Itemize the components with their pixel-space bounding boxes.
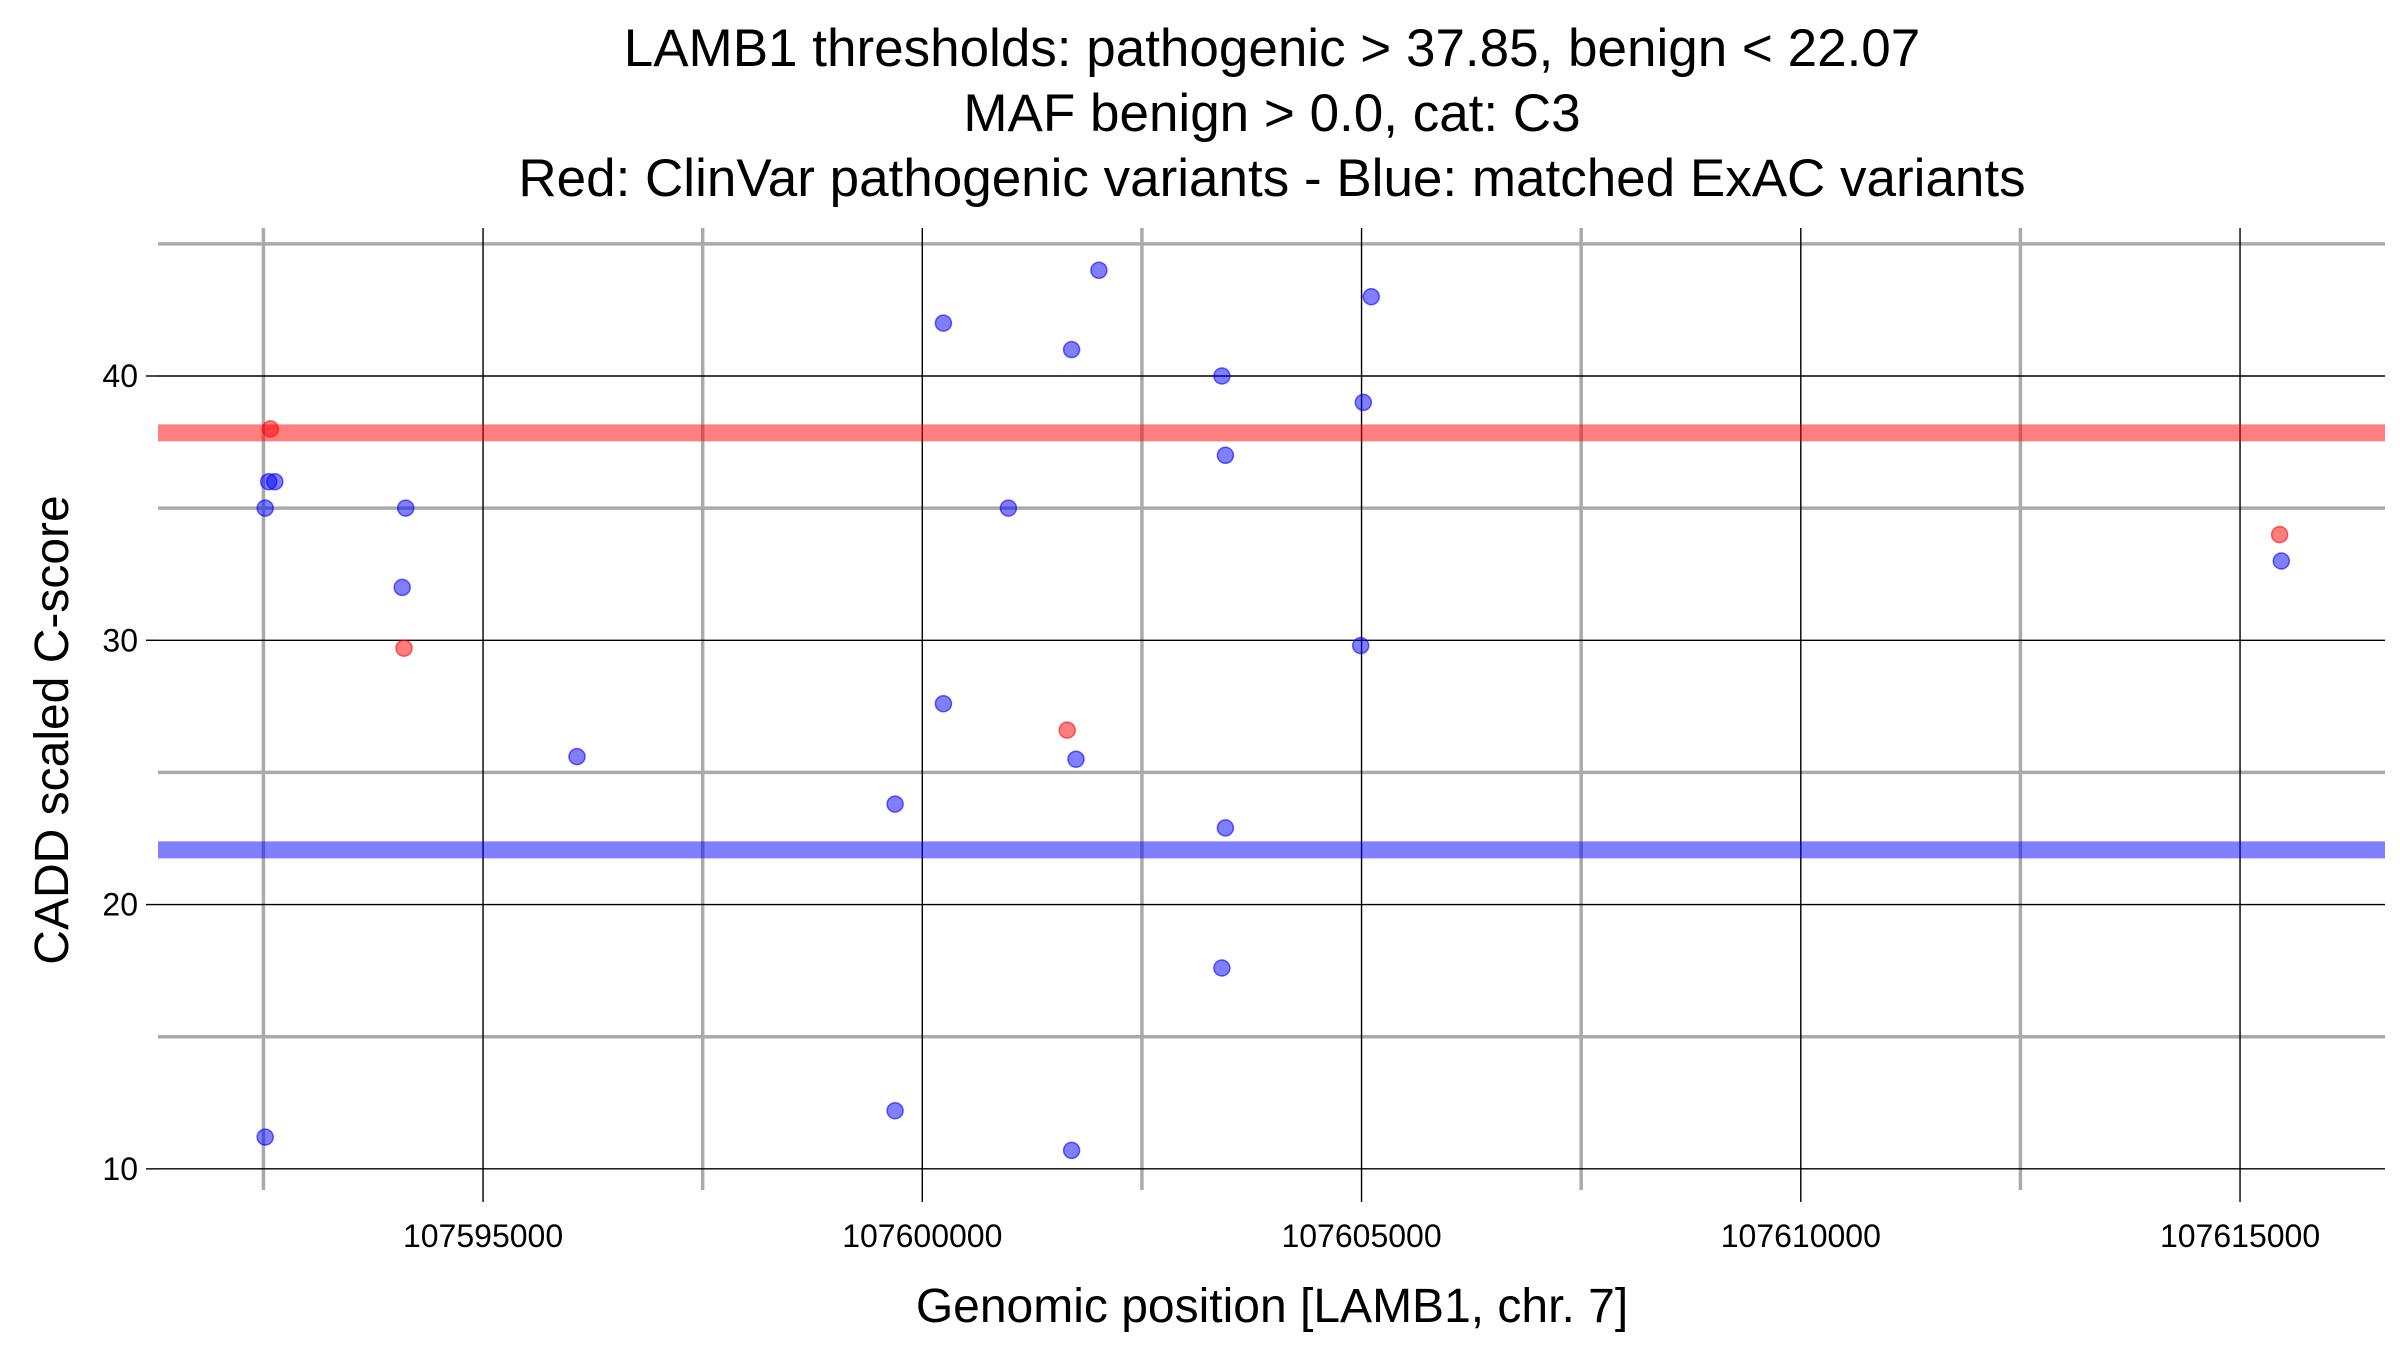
benign-variant-point	[886, 1101, 904, 1120]
benign-variant-point	[1062, 340, 1081, 359]
x-tick-label: 107600000	[842, 1218, 1002, 1254]
benign-variant-point	[1067, 750, 1085, 768]
benign-variant-point	[393, 578, 411, 597]
benign-variant-point	[1213, 959, 1231, 977]
x-tick-label: 107615000	[2160, 1218, 2320, 1254]
grid-layer	[158, 228, 2385, 1190]
benign-variant-point	[568, 747, 586, 766]
axis-layer: 107595000 107600000 107605000 107610000 1076…	[102, 358, 2320, 1254]
benign-variant-point	[1216, 819, 1235, 837]
chart-title-line-1: LAMB1 thresholds: pathogenic > 37.85, be…	[624, 19, 1921, 78]
chart-title-line-3: Red: ClinVar pathogenic variants - Blue:…	[518, 149, 2025, 208]
benign-variant-point	[1362, 287, 1380, 306]
benign-variant-point	[396, 499, 415, 517]
threshold-layer	[158, 424, 2385, 859]
benign-variant-point	[2272, 552, 2291, 570]
benign-variant-point	[256, 1128, 274, 1146]
benign-variant-point	[266, 472, 284, 491]
pathogenic-variant-point	[1058, 721, 1076, 739]
x-axis-label: Genomic position [LAMB1, chr. 7]	[916, 1280, 1628, 1333]
y-tick-label: 10	[102, 1151, 138, 1187]
benign-variant-point	[1216, 446, 1235, 465]
pathogenic-variant-point	[2270, 525, 2289, 544]
pathogenic-variant-point	[395, 639, 413, 657]
pathogenic-variant-point	[261, 420, 280, 438]
x-tick-label: 107595000	[403, 1218, 563, 1254]
y-tick-label: 40	[102, 358, 138, 394]
benign-variant-point	[1090, 261, 1108, 280]
benign-variant-point	[1062, 1141, 1081, 1160]
benign-variant-point	[1213, 367, 1231, 385]
benign-variant-point	[999, 499, 1018, 517]
benign-variant-point	[1354, 393, 1373, 412]
benign-variant-point	[934, 314, 953, 332]
x-tick-label: 107610000	[1721, 1218, 1881, 1254]
benign-variant-point	[886, 795, 904, 813]
chart-title-line-2: MAF benign > 0.0, cat: C3	[963, 84, 1580, 143]
y-tick-label: 30	[102, 622, 138, 658]
y-axis-label: CADD scaled C-score	[26, 495, 79, 964]
benign-variant-point	[1351, 636, 1370, 655]
benign-variant-point	[256, 499, 274, 517]
points-layer	[256, 261, 2291, 1160]
y-tick-label: 20	[102, 887, 138, 923]
x-tick-label: 107605000	[1281, 1218, 1441, 1254]
benign-variant-point	[934, 694, 953, 713]
